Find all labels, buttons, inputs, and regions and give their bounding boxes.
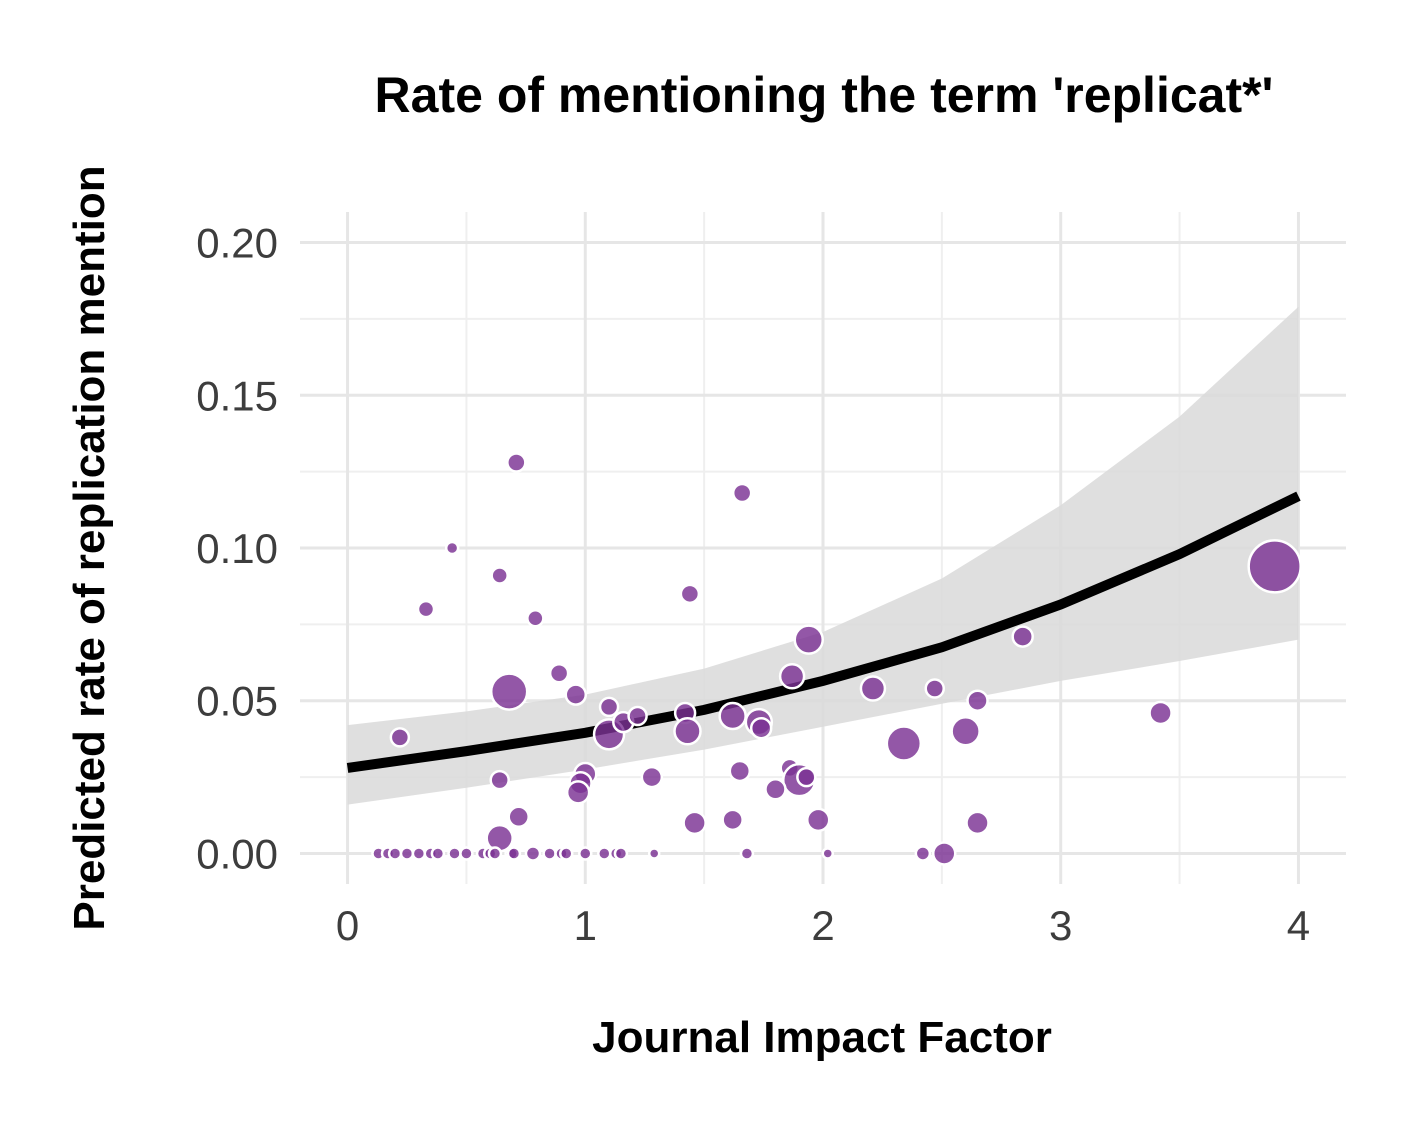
data-point (524, 845, 542, 862)
data-point (914, 845, 932, 862)
y-tick-label: 0.05 (196, 678, 278, 725)
confidence-ribbon (347, 306, 1299, 805)
data-point (647, 847, 661, 860)
data-point (793, 624, 824, 655)
data-point (1148, 700, 1173, 726)
data-point (950, 716, 981, 747)
fit-line (346, 491, 1301, 773)
x-tick-label: 3 (1049, 902, 1072, 949)
chart-title: Rate of mentioning the term 'replicat*' (375, 67, 1274, 123)
data-point (489, 769, 510, 791)
data-point (966, 689, 989, 712)
data-point (389, 727, 411, 748)
data-point (1247, 539, 1302, 594)
data-point (1011, 625, 1034, 648)
data-point (739, 846, 755, 861)
data-point (490, 566, 509, 585)
data-point (673, 717, 702, 746)
x-tick-labels: 0 1 2 3 4 (336, 902, 1310, 949)
data-point (805, 807, 831, 833)
data-point (559, 846, 574, 861)
data-points (371, 452, 1302, 866)
data-point (682, 810, 707, 836)
data-point (399, 846, 415, 861)
x-tick-label: 4 (1287, 902, 1310, 949)
x-tick-label: 0 (336, 902, 359, 949)
data-point (796, 766, 817, 788)
data-point (506, 452, 527, 473)
data-point (387, 846, 403, 861)
data-point (965, 810, 990, 836)
data-point (821, 847, 835, 860)
data-point (679, 583, 701, 605)
data-point (721, 808, 744, 832)
data-point (885, 725, 923, 762)
data-point (749, 716, 773, 740)
data-point (565, 780, 591, 805)
data-point (548, 662, 570, 684)
data-point (578, 846, 593, 861)
data-point (444, 540, 460, 556)
data-point (411, 846, 427, 861)
x-axis-title: Journal Impact Factor (592, 1013, 1052, 1062)
data-point (430, 846, 446, 861)
data-point (542, 846, 557, 861)
data-point (487, 846, 503, 861)
data-point (931, 841, 957, 866)
data-point (597, 846, 612, 861)
y-tick-labels: 0.00 0.05 0.10 0.15 0.20 (196, 220, 278, 878)
x-tick-label: 1 (574, 902, 597, 949)
data-point (459, 846, 474, 861)
x-tick-label: 2 (811, 902, 834, 949)
data-point (613, 846, 629, 861)
data-point (507, 805, 530, 829)
y-tick-label: 0.15 (196, 372, 278, 419)
y-tick-label: 0.00 (196, 830, 278, 877)
data-point (778, 663, 806, 690)
data-point (598, 696, 620, 718)
y-tick-label: 0.20 (196, 220, 278, 267)
data-point (416, 599, 436, 619)
data-point (447, 846, 462, 861)
data-point (924, 678, 945, 699)
data-point (728, 759, 752, 783)
data-point (526, 609, 545, 628)
data-point (489, 672, 529, 711)
data-point (640, 765, 664, 789)
data-point (564, 683, 588, 706)
data-point (764, 778, 787, 801)
data-point (506, 846, 522, 861)
data-point (859, 675, 887, 702)
data-point (731, 482, 753, 504)
data-point (718, 701, 747, 731)
data-point (627, 705, 648, 727)
y-tick-label: 0.10 (196, 525, 278, 572)
y-axis-title: Predicted rate of replication mention (65, 165, 114, 930)
